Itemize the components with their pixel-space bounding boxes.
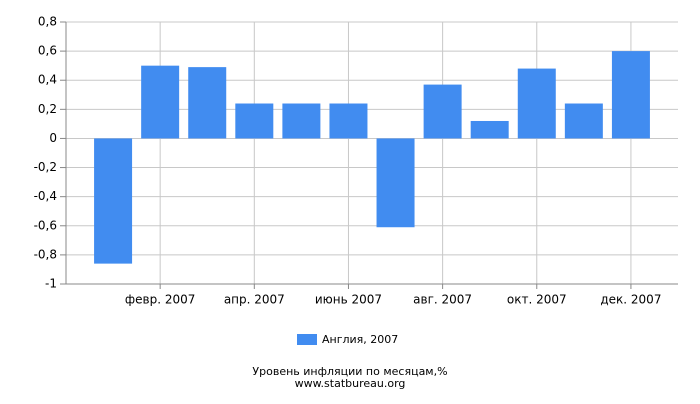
bar: [282, 103, 321, 139]
x-tick-label: июнь 2007: [315, 293, 382, 307]
bar: [188, 67, 227, 139]
legend-swatch: [297, 334, 317, 345]
bar: [94, 138, 133, 264]
bar: [470, 120, 509, 139]
x-tick-label: авг. 2007: [413, 293, 472, 307]
bar: [517, 68, 556, 139]
y-tick-label: -0,2: [34, 160, 57, 174]
y-tick-label: 0,8: [38, 15, 57, 29]
y-tick-label: 0: [49, 131, 57, 145]
chart-source: www.statbureau.org: [295, 377, 406, 390]
bar: [329, 103, 368, 139]
y-tick-label: 0,4: [38, 73, 57, 87]
bar: [235, 103, 274, 139]
bar: [423, 84, 462, 139]
bar: [141, 65, 180, 139]
y-tick-label: -0,4: [34, 189, 57, 203]
y-tick-label: -0,8: [34, 247, 57, 261]
y-tick-label: -0,6: [34, 218, 57, 232]
bar: [564, 103, 603, 139]
bar: [376, 138, 415, 228]
x-tick-label: апр. 2007: [224, 293, 285, 307]
x-tick-label: февр. 2007: [125, 293, 196, 307]
y-tick-label: 0,6: [38, 44, 57, 58]
y-tick-label: -1: [45, 277, 57, 291]
legend-label: Англия, 2007: [322, 333, 398, 346]
y-tick-label: 0,2: [38, 102, 57, 116]
x-tick-label: окт. 2007: [507, 293, 567, 307]
x-tick-label: дек. 2007: [600, 293, 661, 307]
bar: [611, 51, 650, 139]
chart-title: Уровень инфляции по месяцам,%: [252, 365, 447, 378]
